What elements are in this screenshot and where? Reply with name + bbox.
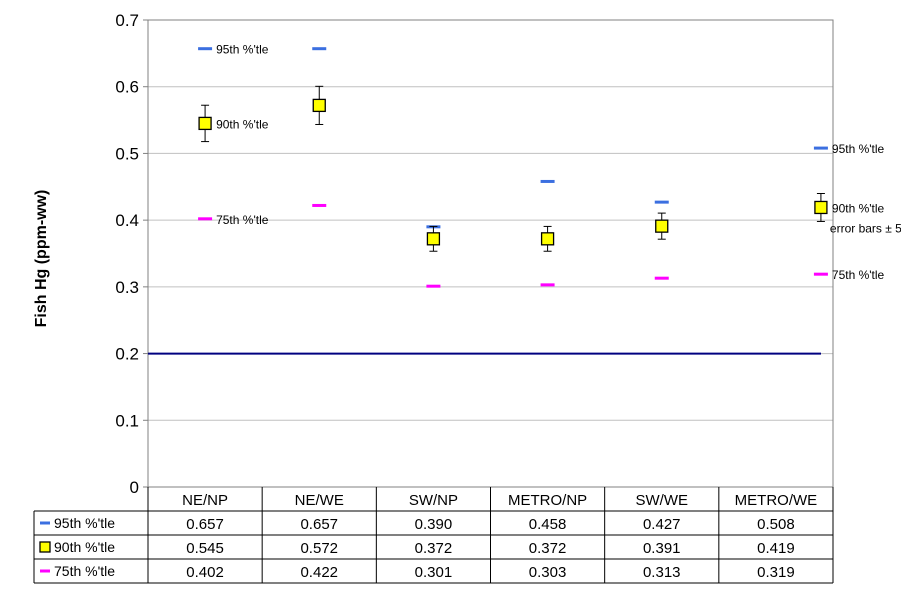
table-cell: 0.402	[186, 564, 224, 581]
data-table: NE/NP NE/WE SW/NP METRO/NP SW/WE METRO/WE 95th…	[33, 487, 834, 584]
table-cell: 0.419	[757, 540, 795, 557]
table-cell: 0.301	[415, 564, 453, 581]
p90-marker	[540, 232, 555, 246]
y-tick-label: 0.7	[115, 11, 139, 30]
table-cell: 0.372	[415, 540, 453, 557]
legend-key	[39, 541, 51, 553]
annotation-label: 90th %'tle	[832, 201, 885, 215]
table-cell: 0.657	[300, 516, 338, 533]
table-cell: 0.390	[415, 516, 453, 533]
p90-marker	[198, 116, 212, 131]
annotations: 95th %'tle 90th %'tle 75th %'tle 95th %'tle…	[216, 43, 901, 282]
gridlines	[148, 19, 833, 488]
p90-marker	[426, 232, 441, 246]
x-tick-label: NE/WE	[295, 492, 344, 509]
p90-marker	[312, 98, 326, 113]
annotation-label: error bars ± 5%	[830, 221, 901, 235]
table-cell: 0.545	[186, 540, 224, 557]
table-cell: 0.303	[529, 564, 567, 581]
annotation-label: 75th %'tle	[832, 268, 885, 282]
x-tick-label: SW/WE	[636, 492, 689, 509]
table-cell: 0.422	[300, 564, 338, 581]
y-tick-label: 0.1	[115, 411, 139, 430]
y-tick-label: 0.6	[115, 78, 139, 97]
x-tick-label: METRO/NP	[508, 492, 587, 509]
y-axis: 0 0.1 0.2 0.3 0.4 0.5 0.6 0.7	[115, 11, 148, 497]
legend-label: 75th %'tle	[54, 563, 115, 579]
legend-label: 95th %'tle	[54, 515, 115, 531]
table-cell: 0.508	[757, 516, 795, 533]
p90-marker	[655, 219, 669, 233]
table-cell: 0.657	[186, 516, 224, 533]
table-cell: 0.458	[529, 516, 567, 533]
y-tick-label: 0.5	[115, 144, 139, 163]
annotation-label: 95th %'tle	[216, 43, 269, 57]
plot-area	[147, 19, 834, 488]
table-cell: 0.372	[529, 540, 567, 557]
p90-marker	[814, 200, 828, 215]
x-tick-label: METRO/WE	[735, 492, 818, 509]
table-cell: 0.313	[643, 564, 681, 581]
x-tick-label: SW/NP	[409, 492, 458, 509]
y-tick-label: 0.4	[115, 211, 139, 230]
legend-label: 90th %'tle	[54, 539, 115, 555]
table-cell: 0.319	[757, 564, 795, 581]
x-tick-label: NE/NP	[182, 492, 228, 509]
table-cell: 0.572	[300, 540, 338, 557]
y-tick-label: 0.3	[115, 278, 139, 297]
table-cell: 0.391	[643, 540, 681, 557]
annotation-label: 95th %'tle	[832, 142, 885, 156]
data-marks	[198, 47, 828, 288]
y-tick-label: 0	[130, 478, 139, 497]
y-tick-label: 0.2	[115, 345, 139, 364]
annotation-label: 75th %'tle	[216, 213, 269, 227]
table-cell: 0.427	[643, 516, 681, 533]
annotation-label: 90th %'tle	[216, 117, 269, 131]
y-axis-label: Fish Hg (ppm-ww)	[33, 190, 50, 328]
